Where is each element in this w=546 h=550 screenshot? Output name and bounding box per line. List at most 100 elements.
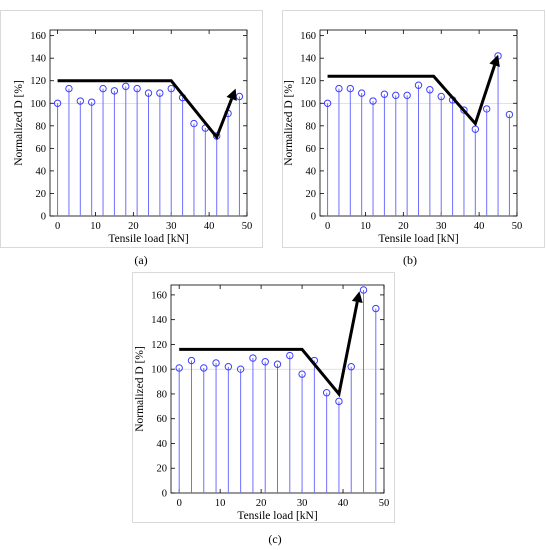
data-point [482, 105, 491, 113]
y-tick-label: 20 [306, 189, 317, 200]
x-tick-label: 40 [474, 221, 485, 232]
y-tick-label: 160 [151, 290, 167, 301]
data-point [76, 97, 85, 105]
x-tick-label: 0 [55, 221, 60, 232]
panel-a-frame [0, 10, 263, 248]
data-point [273, 360, 282, 368]
data-point [460, 106, 468, 114]
y-tick-label: 60 [36, 144, 47, 155]
y-axis-label: Normalized D [%] [13, 80, 25, 166]
y-tick-label: 100 [30, 99, 46, 110]
x-axis-label: Tensile load [kN] [237, 510, 317, 522]
data-point [156, 89, 164, 97]
data-point [190, 119, 198, 128]
data-point [110, 87, 119, 95]
trend-arrowhead [489, 54, 500, 67]
x-tick-label: 20 [256, 498, 267, 509]
data-point [372, 304, 380, 313]
data-point [99, 84, 107, 93]
y-tick-label: 80 [306, 121, 317, 132]
data-point [403, 91, 411, 100]
data-point [167, 84, 175, 93]
x-axis-label: Tensile load [kN] [378, 233, 458, 245]
x-tick-label: 0 [325, 221, 330, 232]
y-tick-label: 60 [306, 144, 317, 155]
chart-panel-c: (c) 0 20 40 60 80 100 120 140 160 0 10 20 30 40 50 Tens… [132, 272, 395, 546]
y-tick-label: 100 [300, 99, 316, 110]
y-tick-label: 40 [157, 439, 168, 450]
y-tick-label: 100 [151, 365, 167, 376]
y-tick-label: 0 [311, 212, 316, 223]
data-point [323, 99, 332, 107]
data-point [236, 365, 245, 373]
y-tick-label: 80 [36, 121, 47, 132]
y-tick-label: 0 [162, 489, 167, 500]
panel-c-frame [132, 272, 395, 523]
x-tick-label: 50 [512, 221, 523, 232]
chart-panel-a: (a) 0 20 40 60 80 100 120 140 160 0 10 20 30 40 50 Tens… [0, 10, 263, 267]
data-point [187, 356, 196, 365]
y-tick-label: 140 [30, 54, 46, 65]
data-point [200, 364, 208, 372]
x-tick-label: 10 [360, 221, 371, 232]
x-tick-label: 10 [90, 221, 101, 232]
data-point [414, 81, 423, 89]
trend-line [327, 64, 497, 127]
data-point [224, 363, 233, 371]
y-tick-label: 60 [157, 414, 168, 425]
data-point [212, 359, 220, 367]
data-point [122, 82, 130, 91]
data-point [437, 92, 445, 101]
trend-arrowhead [226, 88, 237, 101]
x-tick-label: 30 [436, 221, 447, 232]
x-tick-label: 40 [338, 498, 349, 509]
x-tick-label: 30 [166, 221, 177, 232]
y-tick-label: 120 [30, 76, 46, 87]
x-tick-label: 50 [379, 498, 390, 509]
x-tick-label: 0 [177, 498, 182, 509]
trend-line [179, 301, 359, 398]
data-point [426, 86, 434, 94]
data-point [144, 89, 153, 97]
data-point [335, 84, 343, 93]
data-point [65, 84, 73, 93]
data-point [53, 99, 62, 107]
x-axis-label: Tensile load [kN] [108, 233, 188, 245]
y-tick-label: 160 [30, 31, 46, 42]
data-point [249, 354, 257, 362]
y-axis-label: Normalized D [%] [134, 346, 146, 432]
data-point [380, 90, 389, 98]
y-tick-label: 140 [151, 315, 167, 326]
panel-b-frame [282, 10, 545, 248]
data-point [471, 125, 480, 133]
data-point [392, 91, 400, 100]
data-point [359, 286, 368, 294]
y-tick-label: 40 [306, 166, 317, 177]
data-point [175, 364, 183, 372]
y-tick-label: 160 [300, 31, 316, 42]
y-tick-label: 20 [36, 189, 47, 200]
data-point [322, 389, 331, 397]
data-point [505, 110, 514, 119]
caption-b: (b) [403, 253, 417, 267]
data-point [346, 84, 355, 93]
data-point [357, 89, 366, 97]
data-point [87, 98, 96, 106]
y-tick-label: 0 [41, 212, 46, 223]
data-point [261, 358, 269, 366]
trend-arrowhead [351, 291, 363, 304]
data-point [347, 363, 355, 371]
x-tick-label: 20 [398, 221, 409, 232]
x-tick-label: 10 [215, 498, 226, 509]
data-point [369, 97, 377, 105]
data-point [298, 370, 306, 378]
caption-a: (a) [134, 253, 147, 267]
y-tick-label: 40 [36, 166, 47, 177]
x-tick-label: 30 [297, 498, 308, 509]
x-tick-label: 40 [204, 221, 215, 232]
caption-c: (c) [268, 532, 281, 546]
y-tick-label: 140 [300, 54, 316, 65]
data-point [286, 351, 294, 360]
trend-line [57, 79, 234, 141]
